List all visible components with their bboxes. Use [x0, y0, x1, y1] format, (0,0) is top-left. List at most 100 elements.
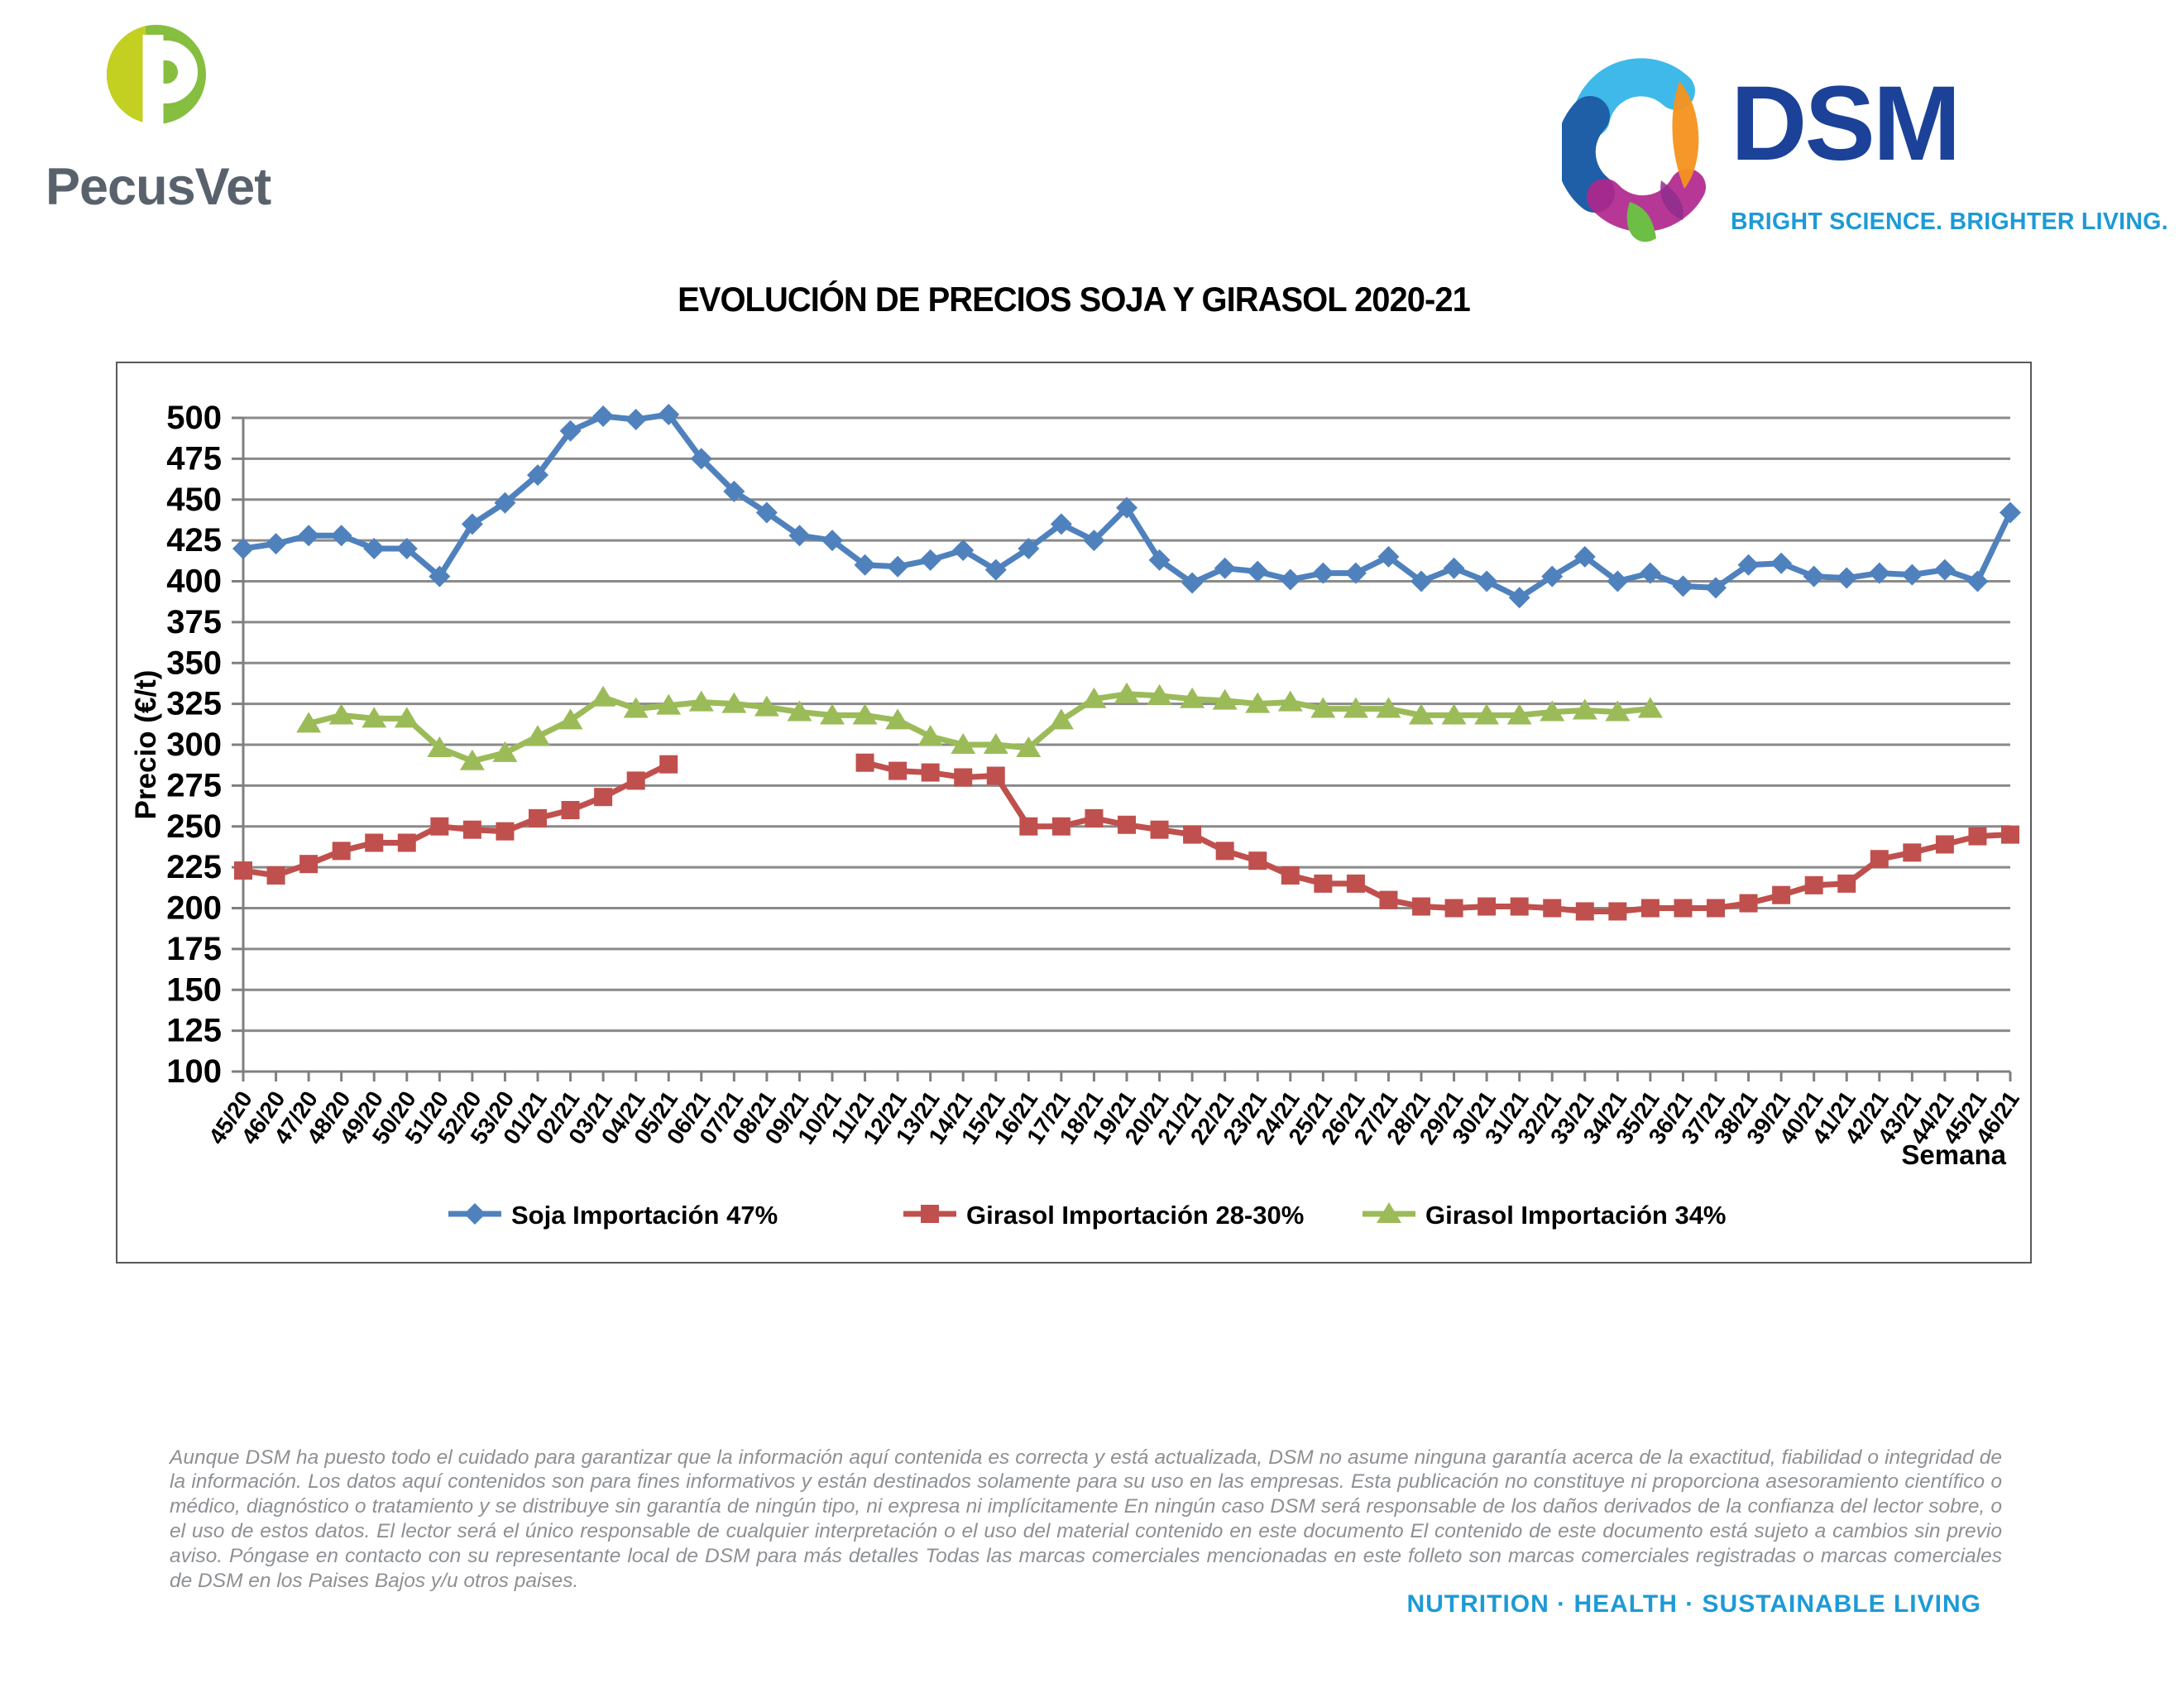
series-marker	[690, 448, 712, 470]
series-marker	[525, 725, 550, 746]
y-tick-label: 500	[166, 400, 222, 436]
series-marker	[1018, 538, 1040, 559]
series-marker	[1147, 683, 1172, 705]
series-marker	[1410, 570, 1432, 592]
series-marker	[1247, 560, 1269, 583]
series-marker	[1476, 570, 1498, 592]
series-marker	[298, 525, 320, 547]
series-marker	[427, 736, 453, 757]
y-tick-label: 250	[166, 808, 222, 845]
series-marker	[328, 703, 354, 725]
y-tick-label: 475	[166, 440, 222, 477]
series-marker	[986, 766, 1005, 785]
series-marker	[332, 842, 351, 861]
series-marker	[1377, 545, 1400, 568]
y-tick-label: 375	[166, 604, 222, 640]
series-marker	[1639, 562, 1661, 584]
series-marker	[1837, 874, 1856, 893]
series-marker	[1870, 850, 1889, 869]
series-marker	[395, 538, 418, 559]
series-marker	[1085, 808, 1104, 827]
series-marker	[854, 554, 876, 576]
series-marker	[983, 733, 1008, 754]
pecusvet-wordmark: PecusVet	[46, 158, 271, 216]
series-marker	[852, 703, 878, 725]
series-marker	[429, 565, 451, 587]
series-marker	[529, 808, 547, 827]
series-marker	[788, 525, 811, 547]
series-marker	[559, 420, 582, 442]
series-marker	[299, 855, 318, 874]
series-marker	[296, 712, 322, 733]
x-axis-title: Semana	[1901, 1139, 2006, 1170]
y-axis-title: Precio (€/t)	[130, 670, 162, 820]
series-marker	[1707, 899, 1725, 918]
series-marker	[887, 555, 909, 578]
series-marker	[2001, 825, 2019, 844]
series-marker	[1148, 549, 1171, 571]
series-marker	[625, 408, 647, 430]
series-marker	[1248, 851, 1267, 870]
series-marker	[1118, 815, 1136, 834]
series-marker	[1150, 820, 1169, 839]
series-marker	[787, 700, 812, 722]
y-tick-label: 225	[166, 849, 222, 885]
series-marker	[821, 530, 843, 552]
y-tick-label: 450	[166, 482, 222, 518]
series-marker	[561, 801, 580, 819]
series-marker	[921, 763, 940, 782]
series-marker	[459, 749, 485, 770]
series-marker	[1935, 835, 1954, 854]
series-marker	[1114, 682, 1139, 703]
series-marker	[1510, 897, 1529, 916]
y-tick-label: 300	[166, 727, 222, 763]
series-marker	[1277, 690, 1303, 712]
series-marker	[1903, 843, 1922, 862]
series-marker	[1376, 697, 1401, 718]
series-marker	[1836, 567, 1858, 589]
series-marker	[1245, 692, 1271, 713]
series-marker	[1804, 875, 1823, 894]
series-marker	[1541, 565, 1564, 587]
series-marker	[1739, 894, 1758, 913]
y-tick-label: 275	[166, 767, 222, 803]
series-marker	[1016, 736, 1042, 757]
footer-tagline: NUTRITION · HEALTH · SUSTAINABLE LIVING	[1406, 1590, 1981, 1618]
series-marker	[1674, 899, 1693, 918]
series-marker	[1968, 827, 1987, 846]
series-marker	[1183, 825, 1202, 844]
series-marker	[917, 725, 943, 746]
series-marker	[754, 695, 779, 717]
series-marker	[1443, 557, 1465, 579]
series-marker	[363, 538, 386, 559]
series-marker	[656, 693, 682, 715]
series-marker	[1540, 700, 1565, 722]
series-marker	[1346, 874, 1365, 893]
pecusvet-logo-icon	[107, 25, 206, 124]
series-marker	[1050, 513, 1072, 535]
series-marker	[755, 501, 778, 524]
series-marker	[1478, 897, 1497, 916]
series-marker	[1212, 688, 1238, 710]
series-marker	[888, 761, 908, 780]
series-marker	[1506, 703, 1532, 725]
series-marker	[1770, 552, 1793, 574]
price-line-chart: 500 475 450 425 400 375 350 325 300 275 250 225 200 1…	[130, 400, 2024, 1230]
legend-label: Girasol Importación 28-30%	[966, 1201, 1304, 1230]
series-marker	[592, 405, 615, 428]
series-marker	[688, 690, 714, 712]
series-marker	[954, 768, 973, 787]
series-marker	[658, 404, 680, 426]
series-marker	[527, 464, 548, 487]
series-marker	[397, 833, 416, 852]
series-marker	[1181, 572, 1204, 594]
series-marker	[1933, 559, 1956, 581]
series-marker	[1640, 899, 1660, 918]
series-marker	[591, 685, 616, 707]
y-tick-label: 325	[166, 686, 222, 722]
series-marker	[1344, 562, 1367, 584]
series-marker	[1508, 587, 1530, 609]
series-marker	[558, 708, 583, 730]
series-marker	[2000, 501, 2021, 524]
